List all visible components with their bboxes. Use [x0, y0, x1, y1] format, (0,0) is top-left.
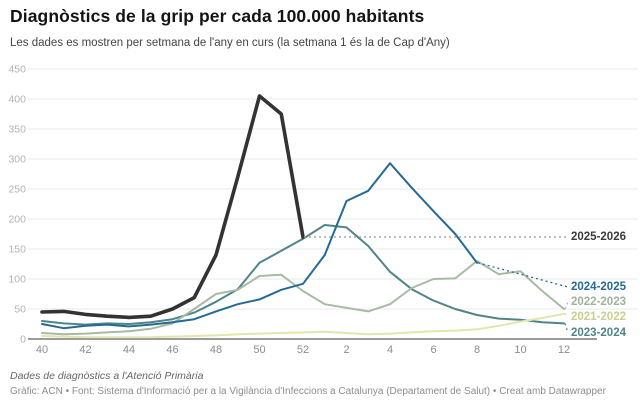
x-axis-tick-label: 12 — [558, 344, 570, 356]
leader-2021-2022 — [564, 313, 569, 318]
x-axis-tick-label: 8 — [474, 344, 480, 356]
x-axis-tick-label: 52 — [297, 344, 309, 356]
x-axis-tick-label: 42 — [79, 344, 91, 356]
x-axis-tick-label: 50 — [253, 344, 265, 356]
y-axis-tick-label: 100 — [8, 274, 26, 286]
footer-note: Dades de diagnòstics a l'Atenció Primàri… — [10, 370, 204, 382]
x-axis-tick-label: 48 — [210, 344, 222, 356]
x-axis-tick-label: 10 — [514, 344, 526, 356]
footer-credits: Gràfic: ACN • Font: Sistema d'Informació… — [10, 386, 606, 397]
line-2023-2024 — [41, 224, 565, 326]
x-axis-tick-label: 40 — [36, 344, 48, 356]
y-axis-tick-label: 150 — [8, 244, 26, 256]
y-axis-tick-label: 50 — [14, 304, 26, 316]
leader-2023-2024 — [564, 323, 569, 334]
x-axis-tick-label: 2 — [343, 344, 349, 356]
x-axis-tick-label: 46 — [166, 344, 178, 356]
line-2024-2025 — [41, 162, 478, 330]
line-2022-2023 — [41, 260, 565, 336]
line-2021-2022 — [41, 312, 565, 339]
leader-2024-2025 — [477, 262, 569, 288]
y-axis-tick-label: 250 — [8, 184, 26, 196]
chart-title: Diagnòstics de la grip per cada 100.000 … — [10, 6, 425, 26]
leader-2022-2023 — [564, 301, 569, 310]
chart-subtitle: Les dades es mostren per setmana de l'an… — [10, 37, 450, 49]
x-axis-tick-label: 6 — [430, 344, 436, 356]
y-axis-tick-label: 200 — [8, 214, 26, 226]
y-axis-tick-label: 300 — [8, 154, 26, 166]
y-axis-tick-label: 450 — [8, 64, 26, 76]
x-axis-tick-label: 4 — [387, 344, 393, 356]
y-axis-tick-label: 400 — [8, 94, 26, 106]
y-axis-tick-label: 0 — [20, 334, 26, 346]
x-axis-tick-label: 44 — [123, 344, 135, 356]
line-2025-2026 — [40, 94, 305, 320]
y-axis-tick-label: 350 — [8, 124, 26, 136]
